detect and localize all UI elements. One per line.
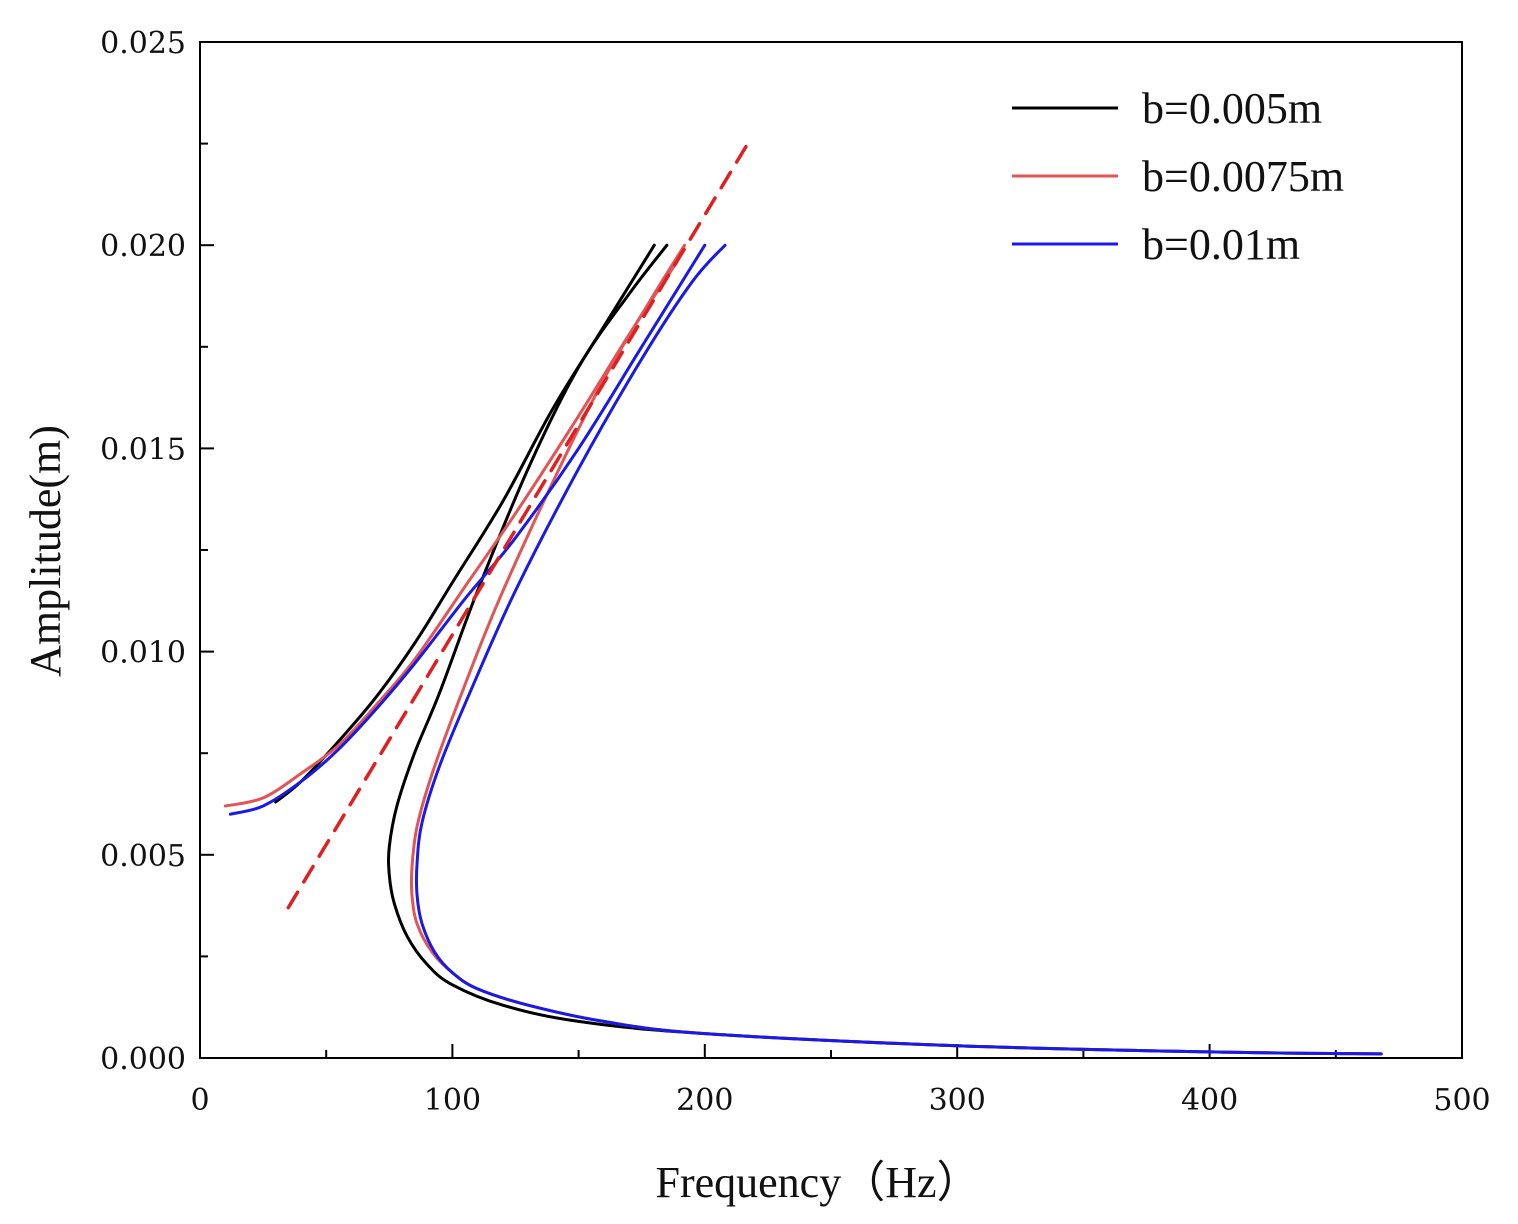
series-layer [223,137,1383,1056]
y-axis-ticks: 0.000 0.005 0.010 0.015 0.020 0.025 [100,26,214,1077]
x-tick-label: 100 [424,1083,481,1118]
legend-label-b-0-005m: b=0.005m [1142,84,1322,133]
x-tick-label: 400 [1181,1083,1238,1118]
y-tick-label: 0.010 [100,636,186,671]
x-axis-title: Frequency（Hz） [655,1158,980,1207]
x-tick-label: 300 [929,1083,986,1118]
series-line-b-0-01m-branch-2 [228,243,707,816]
x-tick-label: 0 [190,1083,209,1118]
series-line-b-0-005m-branch-2 [274,243,656,804]
y-axis-title: Amplitude(m) [21,425,70,677]
y-tick-label: 0.025 [100,26,186,61]
series-line-b-0-0075m-branch-1 [409,243,1383,1056]
y-tick-label: 0.000 [100,1042,186,1077]
x-tick-label: 500 [1433,1083,1490,1118]
y-tick-label: 0.015 [100,432,186,467]
series-line-backbone-branch-1 [286,137,752,910]
x-axis-ticks: 0 100 200 300 400 500 [190,1044,1491,1118]
series-line-b-0-0075m-branch-2 [223,264,676,808]
legend-label-b-0-01m: b=0.01m [1142,220,1300,269]
y-tick-label: 0.020 [100,229,186,264]
series-line-b-0-01m-branch-1 [414,243,1383,1056]
series-line-b-0-005m-branch-1 [387,243,1383,1056]
y-tick-label: 0.005 [100,839,186,874]
x-tick-label: 200 [676,1083,733,1118]
legend: b=0.005m b=0.0075m b=0.01m [1012,84,1344,269]
legend-label-b-0-0075m: b=0.0075m [1142,152,1344,201]
